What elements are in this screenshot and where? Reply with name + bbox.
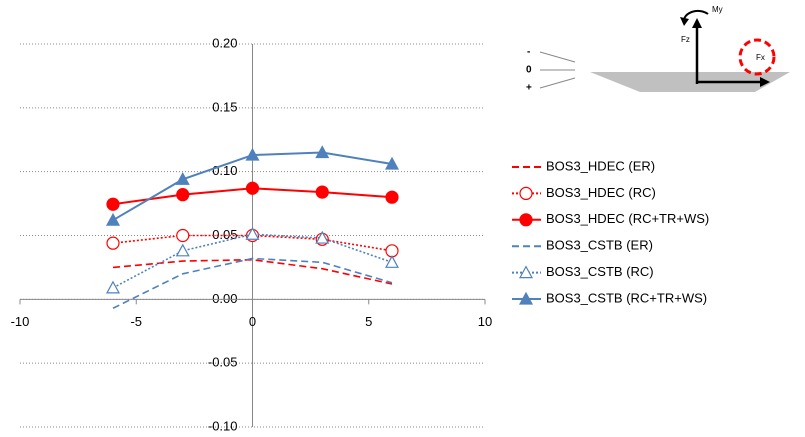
y-tick-label: 0.20	[212, 35, 237, 50]
marker	[177, 230, 189, 242]
inset-diagram: My Fz Fx - 0 +	[526, 5, 790, 94]
legend-label: BOS3_CSTB (RC)	[546, 264, 654, 279]
flow-arrow	[540, 52, 575, 62]
legend-label: BOS3_HDEC (RC+TR+WS)	[546, 211, 709, 226]
x-tick-label: 0	[249, 314, 256, 329]
y-tick-label: 0.05	[212, 227, 237, 242]
marker	[107, 237, 119, 249]
x-tick-label: -10	[11, 314, 30, 329]
marker	[247, 182, 259, 194]
marker	[107, 198, 119, 210]
x-tick-label: 10	[478, 314, 492, 329]
y-tick-label: -0.05	[208, 355, 238, 370]
arrow-head	[680, 17, 689, 26]
y-tick-label: -0.10	[208, 418, 238, 433]
marker	[316, 186, 328, 198]
marker	[107, 282, 119, 293]
arrow-head	[692, 18, 702, 28]
marker	[177, 189, 189, 201]
inset-label: Fz	[681, 35, 690, 44]
inset-label: -	[527, 47, 530, 58]
inset-label: Fx	[756, 53, 765, 62]
flow-arrow	[540, 78, 575, 88]
legend-label: BOS3_HDEC (RC)	[546, 185, 656, 200]
marker	[107, 214, 119, 225]
chart: My Fz Fx - 0 + -0.10-0.050.000.050.100.1…	[0, 0, 805, 437]
legend-label: BOS3_CSTB (ER)	[546, 238, 653, 253]
legend-label: BOS3_HDEC (ER)	[546, 158, 655, 173]
marker	[177, 245, 189, 256]
legend-marker	[520, 187, 532, 199]
inset-label: 0	[526, 65, 532, 76]
x-tick-label: 5	[365, 314, 372, 329]
legend-label: BOS3_CSTB (RC+TR+WS)	[546, 290, 707, 305]
marker	[386, 256, 398, 267]
marker	[386, 191, 398, 203]
inset-label: +	[526, 83, 532, 94]
inset-label: My	[712, 5, 723, 14]
y-tick-label: 0.00	[212, 291, 237, 306]
legend-marker	[520, 214, 532, 226]
marker	[386, 245, 398, 257]
x-tick-label: -5	[130, 314, 142, 329]
y-tick-label: 0.15	[212, 99, 237, 114]
